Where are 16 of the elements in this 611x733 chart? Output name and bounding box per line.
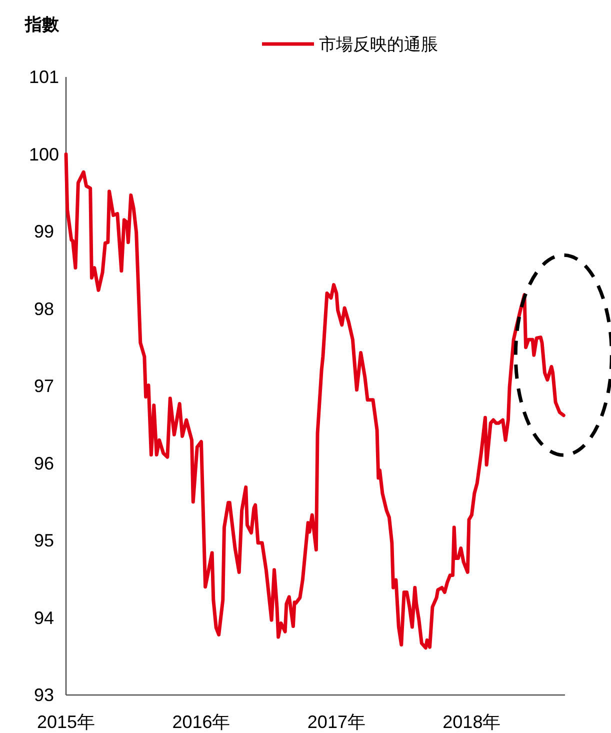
y-tick-label: 100	[28, 144, 60, 164]
y-tick-label: 96	[34, 453, 54, 474]
y-axis-title: 指數	[24, 15, 60, 34]
y-tick-label: 93	[34, 685, 54, 705]
line-series	[64, 152, 566, 650]
x-tick-label: 2017年	[307, 712, 366, 732]
y-tick-label: 95	[34, 530, 54, 550]
x-tick-label: 2018年	[442, 712, 501, 732]
y-tick-label: 101	[28, 67, 60, 87]
y-tick-label: 98	[34, 298, 54, 319]
legend-label: 市場反映的通脹	[319, 35, 438, 54]
x-tick-label: 2016年	[172, 712, 230, 732]
x-tick-label: 2015年	[36, 712, 96, 732]
y-tick-label: 97	[34, 376, 54, 396]
y-tick-label: 94	[34, 608, 54, 628]
y-tick-label: 99	[34, 222, 54, 242]
